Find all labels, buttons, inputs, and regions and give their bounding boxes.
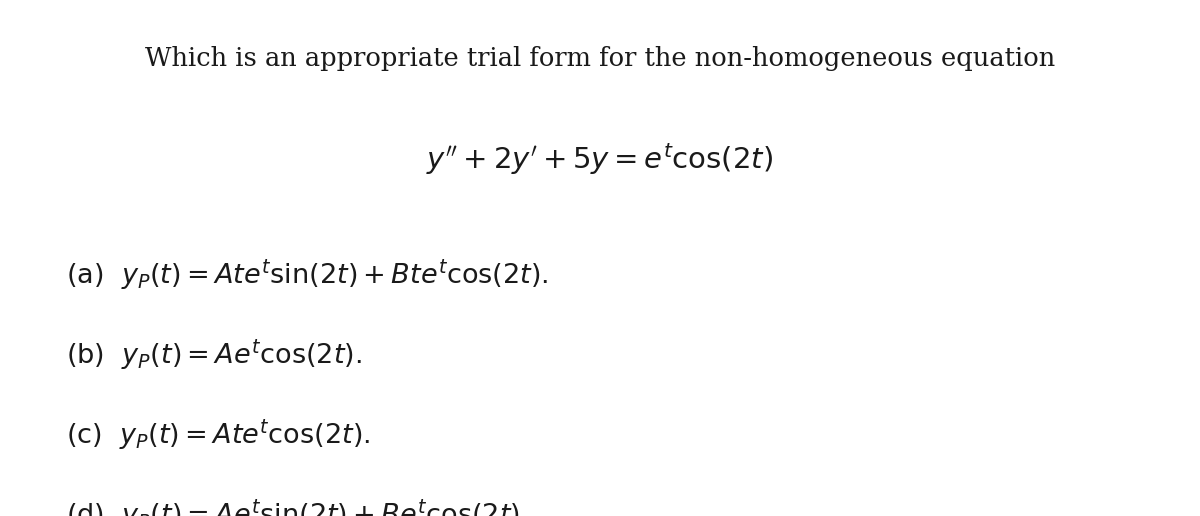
Text: (d)  $y_P(t) = Ae^t \sin(2t) + Be^t \cos(2t).$: (d) $y_P(t) = Ae^t \sin(2t) + Be^t \cos(… xyxy=(66,498,528,516)
Text: $y'' + 2y' + 5y = e^t \cos(2t)$: $y'' + 2y' + 5y = e^t \cos(2t)$ xyxy=(426,142,774,177)
Text: (b)  $y_P(t) = Ae^t \cos(2t).$: (b) $y_P(t) = Ae^t \cos(2t).$ xyxy=(66,338,362,373)
Text: (c)  $y_P(t) = Ate^t \cos(2t).$: (c) $y_P(t) = Ate^t \cos(2t).$ xyxy=(66,418,371,453)
Text: Which is an appropriate trial form for the non-homogeneous equation: Which is an appropriate trial form for t… xyxy=(145,46,1055,71)
Text: (a)  $y_P(t) = Ate^t \sin(2t) + Bte^t \cos(2t).$: (a) $y_P(t) = Ate^t \sin(2t) + Bte^t \co… xyxy=(66,258,548,293)
